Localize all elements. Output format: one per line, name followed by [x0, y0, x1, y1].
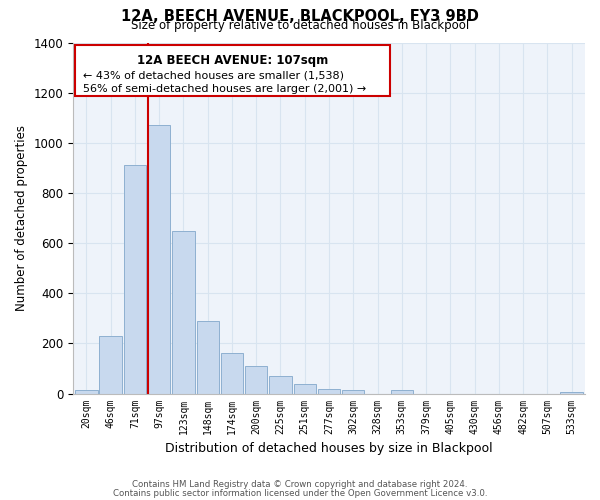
Text: Contains public sector information licensed under the Open Government Licence v3: Contains public sector information licen… [113, 488, 487, 498]
X-axis label: Distribution of detached houses by size in Blackpool: Distribution of detached houses by size … [165, 442, 493, 455]
Bar [197, 321, 219, 394]
Bar [318, 388, 340, 394]
Bar [75, 390, 98, 394]
Text: 56% of semi-detached houses are larger (2,001) →: 56% of semi-detached houses are larger (… [83, 84, 366, 94]
Text: 12A BEECH AVENUE: 107sqm: 12A BEECH AVENUE: 107sqm [137, 54, 328, 67]
Y-axis label: Number of detached properties: Number of detached properties [15, 125, 28, 311]
Bar [391, 390, 413, 394]
Text: 12A, BEECH AVENUE, BLACKPOOL, FY3 9BD: 12A, BEECH AVENUE, BLACKPOOL, FY3 9BD [121, 9, 479, 24]
Text: ← 43% of detached houses are smaller (1,538): ← 43% of detached houses are smaller (1,… [83, 70, 344, 80]
Bar [100, 336, 122, 394]
Bar [172, 230, 194, 394]
Bar [148, 125, 170, 394]
Bar [269, 376, 292, 394]
Bar [245, 366, 268, 394]
Bar [342, 390, 364, 394]
Text: Size of property relative to detached houses in Blackpool: Size of property relative to detached ho… [131, 19, 469, 32]
Bar [124, 166, 146, 394]
Bar [221, 354, 243, 394]
Bar [76, 45, 389, 96]
Bar [293, 384, 316, 394]
Bar [560, 392, 583, 394]
Text: Contains HM Land Registry data © Crown copyright and database right 2024.: Contains HM Land Registry data © Crown c… [132, 480, 468, 489]
